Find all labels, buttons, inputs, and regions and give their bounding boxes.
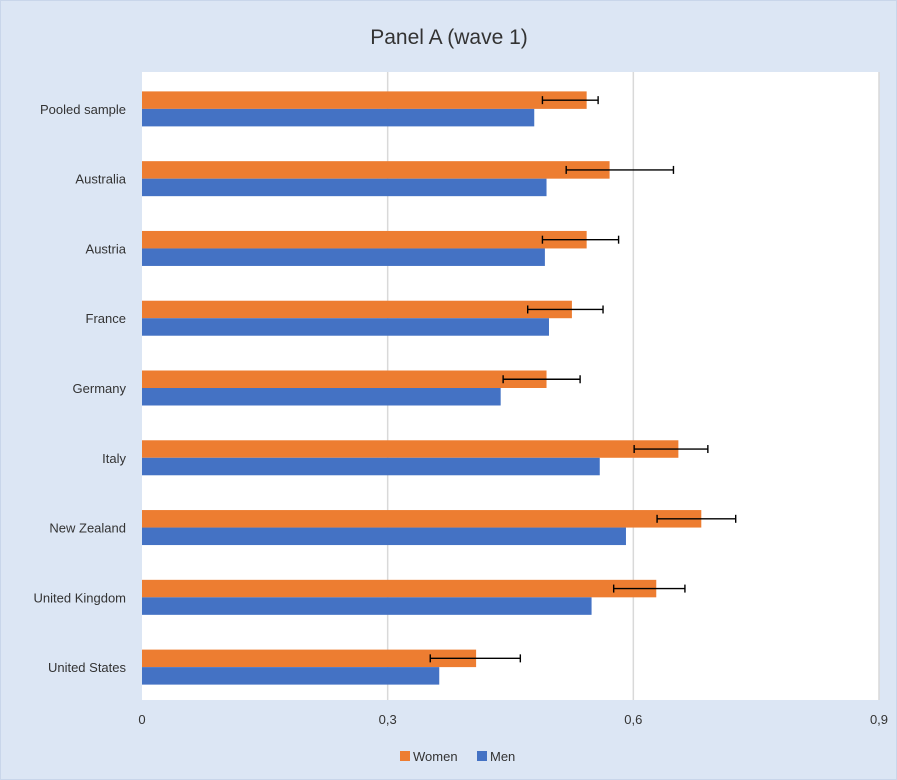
category-label: New Zealand [49, 521, 126, 536]
x-tick-label: 0,6 [624, 712, 642, 727]
bar-men [142, 108, 535, 127]
bar-women [142, 440, 679, 458]
legend-label: Women [413, 749, 458, 764]
bar-men [142, 178, 547, 197]
category-label: Pooled sample [40, 102, 126, 117]
bar-men [142, 597, 592, 615]
bar-women [142, 161, 610, 179]
bar-women [142, 370, 547, 388]
bar-men [142, 667, 440, 685]
legend-swatch [477, 751, 487, 761]
bar-women [142, 300, 572, 319]
bar-men [142, 248, 545, 266]
bar-women [142, 649, 477, 668]
bar-women [142, 510, 702, 528]
category-label: United States [48, 660, 127, 675]
bar-women [142, 91, 587, 109]
x-tick-labels: 0 0,3 0,6 0,9 [138, 712, 888, 727]
bar-women [142, 579, 657, 598]
x-tick-label: 0 [138, 712, 145, 727]
category-label: France [86, 311, 126, 326]
bar-men [142, 457, 600, 476]
error-bars [429, 96, 737, 663]
legend-swatch [400, 751, 410, 761]
x-tick-label: 0,9 [870, 712, 888, 727]
bar-men [142, 388, 501, 406]
bar-men [142, 527, 626, 546]
bar-men [142, 318, 549, 336]
bars [142, 91, 702, 685]
x-tick-label: 0,3 [379, 712, 397, 727]
legend-label: Men [490, 749, 515, 764]
chart-title: Panel A (wave 1) [370, 26, 528, 49]
category-label: Italy [102, 451, 126, 466]
category-label: Germany [73, 381, 127, 396]
category-labels: Pooled sample Australia Austria France Germa… [34, 102, 127, 675]
category-label: Austria [86, 241, 127, 256]
bar-women [142, 230, 587, 249]
category-label: Australia [75, 172, 126, 187]
legend[interactable]: Women Men [400, 749, 515, 764]
category-label: United Kingdom [34, 590, 127, 605]
